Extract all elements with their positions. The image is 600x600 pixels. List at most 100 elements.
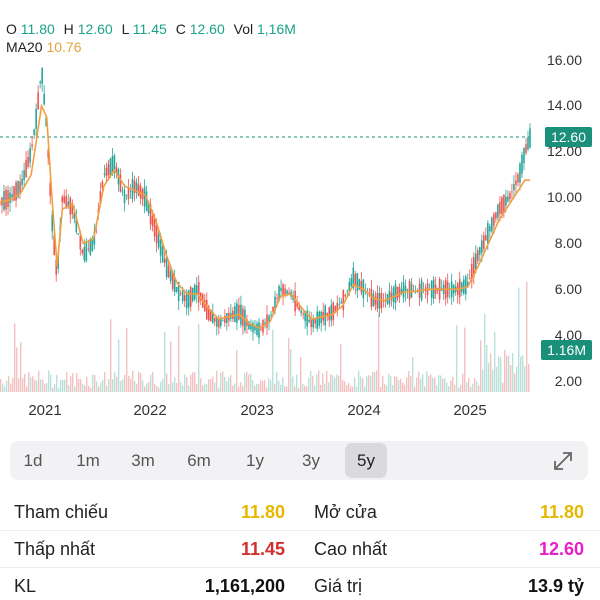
candle-body (238, 304, 240, 320)
volume-bar (490, 353, 492, 392)
tham-chieu-value: 11.80 (240, 502, 285, 522)
volume-bar (138, 371, 140, 392)
volume-bar (110, 319, 112, 392)
volume-bar (292, 376, 294, 392)
candle-body (205, 300, 208, 320)
volume-bar (310, 370, 312, 392)
candle-body (31, 144, 33, 147)
candle-body (370, 288, 373, 307)
volume-bar (210, 379, 212, 392)
candle-body (199, 292, 202, 301)
volume-bar (40, 379, 42, 392)
candle-body (121, 189, 124, 191)
range-1m-button[interactable]: 1m (76, 450, 100, 470)
candle-body (153, 218, 156, 237)
volume-bar (216, 370, 218, 392)
candle-body (294, 291, 296, 312)
chart-canvas[interactable] (0, 0, 600, 430)
candle-body (27, 156, 29, 167)
candle-body (163, 258, 166, 264)
range-1y-button[interactable]: 1y (246, 450, 264, 470)
x-tick-label: 2021 (28, 402, 62, 419)
range-1d-button[interactable]: 1d (23, 450, 43, 470)
candle-body (218, 319, 220, 328)
expand-icon[interactable] (552, 450, 574, 472)
candle-body (71, 203, 74, 214)
volume-bar (438, 375, 440, 392)
volume-bar (528, 363, 530, 392)
candle-body (491, 217, 493, 232)
candle-body (479, 247, 481, 255)
volume-bar (218, 387, 220, 392)
range-3y-button[interactable]: 3y (302, 450, 320, 470)
candle-body (189, 287, 192, 307)
volume-bar (68, 385, 70, 392)
volume-bar (10, 383, 12, 392)
volume-bar (140, 373, 142, 392)
range-3m-button[interactable]: 3m (131, 450, 155, 470)
volume-bar (526, 282, 528, 392)
candle-body (145, 191, 148, 211)
volume-bar (78, 379, 80, 392)
candle-body (113, 155, 116, 172)
y-tick-label: 8.00 (554, 235, 582, 251)
candle-body (505, 196, 507, 206)
volume-bar (404, 384, 406, 392)
volume-bar (128, 375, 130, 392)
volume-bar (442, 378, 444, 392)
volume-bar (282, 377, 284, 392)
candle-body (334, 306, 337, 313)
volume-bar (318, 370, 320, 392)
candle-body (481, 240, 483, 253)
volume-bar (270, 380, 272, 392)
volume-bar (248, 374, 250, 392)
volume-bar (64, 379, 66, 392)
candle-body (503, 194, 505, 213)
candle-body (499, 201, 501, 214)
range-5y-button[interactable]: 5y (345, 443, 387, 478)
volume-bar (288, 338, 290, 392)
volume-bar (244, 373, 246, 392)
volume-bar (22, 378, 24, 392)
volume-bar (162, 379, 164, 392)
candle-body (474, 253, 477, 270)
y-tick-label: 10.00 (546, 189, 582, 205)
candle-body (340, 301, 343, 304)
volume-bar (66, 371, 68, 392)
volume-bar (516, 366, 518, 392)
volume-bar (416, 377, 418, 392)
volume-bar (344, 381, 346, 392)
volume-bar (136, 383, 138, 392)
volume-bar (174, 376, 176, 392)
volume-bar (214, 382, 216, 392)
volume-bar (194, 372, 196, 392)
range-6m-button[interactable]: 6m (187, 450, 211, 470)
volume-bar (376, 370, 378, 392)
volume-bar (98, 386, 100, 392)
price-chart[interactable]: O 11.80 H 12.60 L 11.45 C 12.60 Vol 1,16… (0, 0, 600, 430)
volume-bar (208, 379, 210, 392)
volume-bar (420, 378, 422, 392)
candle-body (115, 166, 118, 174)
tham-chieu-label: Tham chiếu (14, 502, 109, 522)
volume-bar (410, 376, 412, 392)
candle-body (11, 194, 13, 198)
volume-bar (350, 386, 352, 392)
candle-body (390, 292, 393, 300)
candle-body (220, 317, 222, 326)
volume-bar (54, 384, 56, 392)
volume-bar (500, 357, 502, 392)
volume-bar (384, 384, 386, 392)
volume-bar (472, 383, 474, 392)
candle-body (123, 190, 126, 204)
volume-bar (206, 384, 208, 392)
volume-bar (228, 377, 230, 392)
volume-bar (322, 373, 324, 392)
volume-bar (258, 384, 260, 392)
candle-body (240, 304, 242, 325)
candle-body (222, 320, 224, 322)
volume-bar (104, 371, 106, 392)
volume-bar (280, 384, 282, 392)
volume-bar (514, 373, 516, 392)
volume-bar (456, 325, 458, 392)
